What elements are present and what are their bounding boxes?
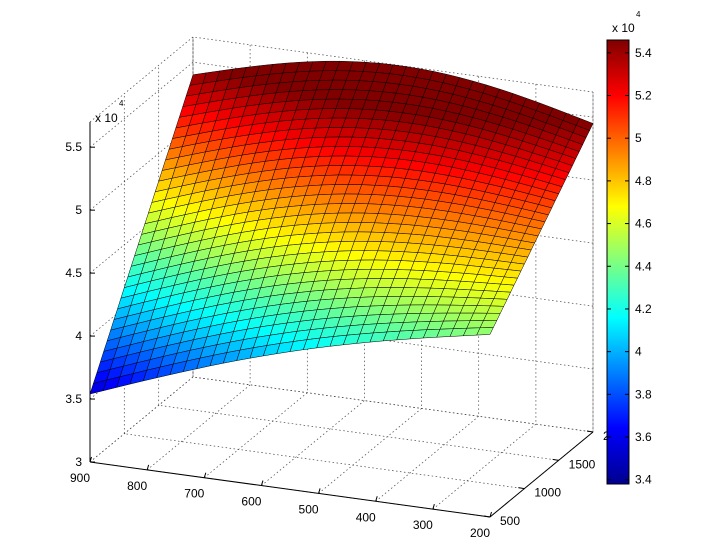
y-tick-label-0: 500 (500, 514, 520, 528)
x-axis-line (89, 461, 491, 518)
x-tick-mark-0 (89, 456, 92, 463)
z-tick-label-2: 4 (75, 329, 82, 343)
z-tick-label-3: 4.5 (65, 266, 82, 280)
y-tick-mark-0 (483, 515, 491, 518)
z-axis-ticks: 3 3.5 4 4.5 5 5.5 (65, 140, 95, 469)
x-tick-label-4: 500 (299, 502, 319, 516)
y-axis-line (489, 431, 594, 518)
colorbar-tick-label-10: 5.4 (635, 46, 652, 60)
colorbar-tick-label-4: 4.2 (635, 302, 652, 316)
colorbar-tick-label-0: 3.4 (635, 473, 652, 487)
surface-cell-29-0 (476, 327, 494, 336)
colorbar-tick-label-3: 4 (635, 345, 642, 359)
y-tick-mark-2 (552, 458, 559, 461)
colorbar: 3.4 3.6 3.8 4 4.2 4.4 4.6 4.8 5 5.2 5.4 x 10 4 (606, 10, 652, 487)
y-tick-label-2: 1500 (569, 457, 596, 471)
x-tick-mark-3 (260, 480, 264, 486)
x-tick-mark-5 (375, 496, 378, 502)
x-axis-ticks: 900 800 700 600 500 400 300 200 (70, 456, 492, 540)
x-tick-label-0: 900 (70, 471, 90, 485)
x-tick-label-7: 200 (470, 526, 490, 540)
grid-top-edge (89, 36, 594, 123)
colorbar-exponent: 4 (636, 10, 641, 19)
z-tick-label-4: 5 (75, 203, 82, 217)
x-tick-label-6: 300 (413, 518, 433, 532)
colorbar-tick-label-6: 4.6 (635, 217, 652, 231)
z-tick-label-5: 5.5 (65, 140, 82, 154)
colorbar-tick-label-8: 5 (635, 131, 642, 145)
y-tick-mark-1 (518, 487, 525, 490)
z-axis-exponent: 4 (119, 99, 124, 108)
grid-line-z-4 (89, 124, 594, 211)
x-tick-mark-7 (489, 511, 492, 518)
x-tick-label-3: 600 (241, 495, 261, 509)
colorbar-gradient (606, 39, 630, 485)
x-tick-label-2: 700 (184, 487, 204, 501)
x-tick-mark-2 (203, 472, 207, 478)
colorbar-tick-label-7: 4.8 (635, 174, 652, 188)
z-tick-label-1: 3.5 (65, 392, 82, 406)
grid-line-z-5 (89, 61, 594, 148)
x-tick-mark-4 (318, 488, 321, 494)
axes-box (89, 122, 594, 518)
z-axis-multiplier: x 10 (95, 111, 118, 125)
x-tick-mark-6 (432, 503, 435, 510)
x-tick-mark-1 (146, 464, 150, 471)
colorbar-tick-label-2: 3.8 (635, 387, 652, 401)
z-tick-label-0: 3 (75, 455, 82, 469)
y-tick-label-1: 1000 (534, 486, 561, 500)
colorbar-ticks: 3.4 3.6 3.8 4 4.2 4.4 4.6 4.8 5 5.2 5.4 (607, 46, 652, 487)
x-tick-label-5: 400 (356, 510, 376, 524)
y-tick-mark-3 (586, 430, 594, 433)
colorbar-tick-label-9: 5.2 (635, 89, 652, 103)
x-tick-label-1: 800 (127, 479, 147, 493)
colorbar-tick-label-5: 4.4 (635, 259, 652, 273)
surface-mesh (89, 60, 594, 395)
colorbar-multiplier: x 10 (612, 21, 635, 35)
colorbar-tick-label-1: 3.6 (635, 430, 652, 444)
